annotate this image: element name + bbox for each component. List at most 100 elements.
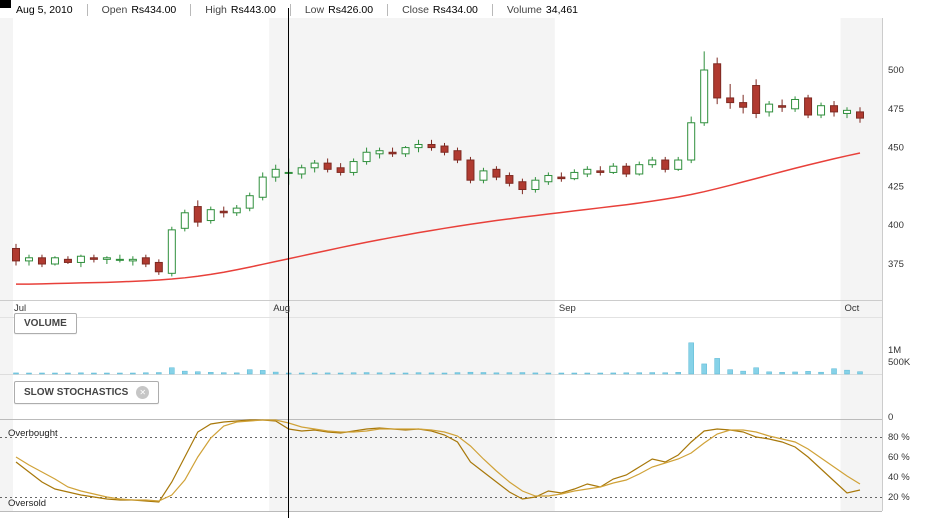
volume-bar[interactable]	[415, 372, 422, 375]
candle[interactable]	[258, 172, 267, 201]
candle[interactable]	[219, 206, 228, 218]
candle[interactable]	[752, 79, 761, 119]
volume-bar[interactable]	[662, 372, 668, 375]
volume-bar[interactable]	[208, 372, 214, 375]
volume-bar[interactable]	[688, 342, 694, 375]
volume-bar[interactable]	[545, 372, 552, 375]
volume-bar[interactable]	[493, 372, 500, 375]
candle[interactable]	[726, 83, 735, 109]
volume-bar[interactable]	[91, 372, 97, 375]
candle[interactable]	[856, 107, 864, 123]
volume-bar[interactable]	[402, 372, 409, 375]
stochastics-panel-chip[interactable]: SLOW STOCHASTICS ✕	[14, 381, 160, 404]
volume-bar[interactable]	[675, 372, 681, 375]
candlestick-layer[interactable]	[12, 51, 864, 277]
volume-bar[interactable]	[272, 371, 279, 375]
volume-bar[interactable]	[519, 372, 526, 375]
volume-bar[interactable]	[779, 372, 785, 375]
candle[interactable]	[765, 101, 774, 117]
candle[interactable]	[479, 167, 488, 184]
volume-bar[interactable]	[65, 372, 71, 375]
volume-bar[interactable]	[169, 367, 175, 375]
candle[interactable]	[804, 94, 813, 119]
candle[interactable]	[583, 166, 592, 178]
volume-bar[interactable]	[195, 371, 201, 375]
candle[interactable]	[739, 94, 748, 114]
volume-bar[interactable]	[324, 372, 331, 375]
candle[interactable]	[401, 146, 410, 157]
candle[interactable]	[648, 156, 657, 168]
volume-bar[interactable]	[818, 371, 824, 375]
volume-bar[interactable]	[337, 372, 344, 375]
candle[interactable]	[687, 116, 696, 164]
candle[interactable]	[336, 163, 345, 176]
candle[interactable]	[440, 142, 449, 156]
candle[interactable]	[778, 99, 787, 112]
candle[interactable]	[843, 107, 852, 119]
candle[interactable]	[544, 172, 553, 185]
volume-bar[interactable]	[13, 372, 19, 375]
candle[interactable]	[12, 243, 20, 266]
volume-bar[interactable]	[117, 372, 123, 375]
candle[interactable]	[635, 161, 644, 176]
candle[interactable]	[661, 156, 670, 173]
candle[interactable]	[24, 254, 33, 266]
candle[interactable]	[115, 254, 124, 263]
volume-bar[interactable]	[233, 372, 240, 375]
volume-bar[interactable]	[259, 370, 266, 375]
candle[interactable]	[141, 254, 150, 268]
volume-bar[interactable]	[844, 369, 850, 375]
volume-panel-chip[interactable]: VOLUME	[14, 313, 77, 334]
volume-bar[interactable]	[467, 371, 474, 375]
candle[interactable]	[453, 147, 462, 164]
candle[interactable]	[362, 147, 371, 165]
candle[interactable]	[596, 166, 605, 176]
candle[interactable]	[427, 139, 436, 151]
volume-bar[interactable]	[753, 367, 759, 375]
volume-bar[interactable]	[792, 371, 798, 375]
candle[interactable]	[531, 177, 540, 193]
volume-bar[interactable]	[389, 372, 396, 375]
volume-bar[interactable]	[727, 369, 733, 375]
volume-bar[interactable]	[350, 372, 357, 375]
candle[interactable]	[128, 256, 137, 266]
candle[interactable]	[700, 51, 709, 126]
volume-layer[interactable]	[13, 342, 863, 375]
volume-bar[interactable]	[156, 372, 162, 375]
volume-bar[interactable]	[649, 372, 655, 375]
candle[interactable]	[518, 178, 527, 195]
volume-bar[interactable]	[130, 372, 136, 375]
volume-bar[interactable]	[623, 372, 630, 375]
volume-bar[interactable]	[221, 372, 227, 375]
candle[interactable]	[375, 147, 384, 159]
volume-bar[interactable]	[441, 372, 448, 375]
volume-bar[interactable]	[532, 372, 539, 375]
volume-bar[interactable]	[584, 372, 591, 375]
volume-bar[interactable]	[52, 372, 58, 375]
volume-bar[interactable]	[363, 372, 370, 375]
volume-bar[interactable]	[376, 372, 383, 375]
candle[interactable]	[570, 169, 579, 181]
candle[interactable]	[466, 156, 475, 184]
volume-bar[interactable]	[26, 372, 32, 375]
candle[interactable]	[622, 163, 631, 178]
volume-bar[interactable]	[597, 372, 604, 375]
candle[interactable]	[63, 256, 72, 264]
volume-bar[interactable]	[701, 363, 707, 375]
candle[interactable]	[76, 254, 85, 268]
volume-bar[interactable]	[78, 372, 84, 375]
candle[interactable]	[388, 147, 397, 157]
candle[interactable]	[713, 57, 722, 105]
volume-bar[interactable]	[766, 371, 772, 375]
volume-bar[interactable]	[571, 372, 578, 375]
volume-bar[interactable]	[480, 372, 487, 375]
candle[interactable]	[206, 206, 215, 224]
candle[interactable]	[557, 172, 566, 182]
candle[interactable]	[505, 172, 514, 187]
candle[interactable]	[492, 166, 501, 181]
volume-bar[interactable]	[857, 371, 863, 375]
volume-bar[interactable]	[740, 370, 746, 375]
candle[interactable]	[297, 164, 306, 179]
candle[interactable]	[102, 256, 111, 264]
